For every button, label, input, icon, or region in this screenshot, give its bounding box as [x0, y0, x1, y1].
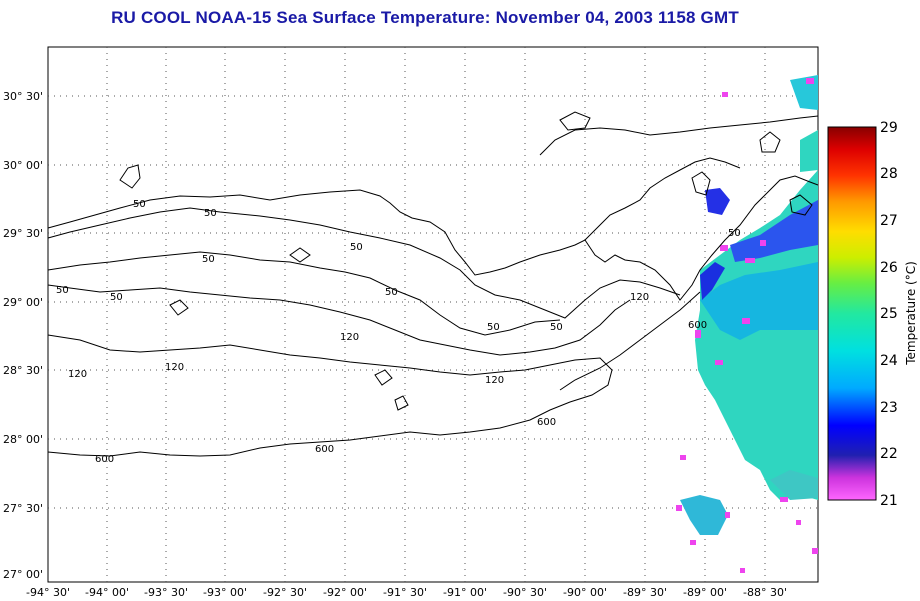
lon-label: -91° 00' — [443, 586, 487, 599]
isobath-label: 120 — [68, 369, 87, 380]
isobath-label: 600 — [95, 454, 114, 465]
isobath-label: 120 — [340, 332, 359, 343]
lon-label: -92° 00' — [323, 586, 367, 599]
isobath-label: 120 — [485, 375, 504, 386]
colorbar-tick: 24 — [880, 353, 898, 369]
map-title: RU COOL NOAA-15 Sea Surface Temperature:… — [111, 8, 739, 27]
latitude-labels: 30° 30' 30° 00' 29° 30' 29° 00' 28° 30' … — [3, 90, 43, 581]
isobath-label: 50 — [550, 322, 563, 333]
isobath-label: 50 — [133, 199, 146, 210]
sst-data-pixels — [676, 75, 818, 573]
colorbar-tick: 23 — [880, 400, 898, 416]
lat-label: 30° 00' — [3, 159, 43, 172]
lat-label: 28° 00' — [3, 433, 43, 446]
coastline — [47, 111, 819, 411]
isobath-label: 50 — [202, 254, 215, 265]
lat-label: 29° 30' — [3, 227, 43, 240]
lat-label: 27° 30' — [3, 502, 43, 515]
isobath-label: 120 — [630, 292, 649, 303]
colorbar — [827, 126, 877, 501]
lon-label: -93° 30' — [144, 586, 188, 599]
lon-label: -93° 00' — [203, 586, 247, 599]
isobath-label: 50 — [204, 208, 217, 219]
isobath-labels: 50 50 50 50 50 50 50 50 50 50 120 120 12… — [56, 199, 741, 465]
colorbar-tick: 29 — [880, 120, 898, 136]
isobath-label: 50 — [385, 287, 398, 298]
graticule — [48, 47, 818, 582]
isobath-label: 50 — [110, 292, 123, 303]
lon-label: -88° 30' — [743, 586, 787, 599]
isobaths — [47, 207, 701, 457]
isobath-label: 600 — [688, 320, 707, 331]
colorbar-tick: 27 — [880, 213, 898, 229]
colorbar-tick: 26 — [880, 260, 898, 276]
colorbar-tick: 22 — [880, 446, 898, 462]
isobath-label: 600 — [315, 444, 334, 455]
isobath-label: 600 — [537, 417, 556, 428]
lon-label: -94° 30' — [26, 586, 70, 599]
colorbar-tick: 25 — [880, 306, 898, 322]
lon-label: -89° 30' — [623, 586, 667, 599]
lat-label: 28° 30' — [3, 364, 43, 377]
isobath-label: 50 — [350, 242, 363, 253]
isobath-label: 50 — [728, 228, 741, 239]
lon-label: -90° 30' — [503, 586, 547, 599]
lat-label: 27° 00' — [3, 568, 43, 581]
isobath-label: 50 — [56, 285, 69, 296]
lat-label: 29° 00' — [3, 296, 43, 309]
lon-label: -90° 00' — [563, 586, 607, 599]
colorbar-tick: 21 — [880, 493, 898, 509]
lat-label: 30° 30' — [3, 90, 43, 103]
lon-label: -94° 00' — [85, 586, 129, 599]
longitude-labels: -94° 30' -94° 00' -93° 30' -93° 00' -92°… — [26, 586, 787, 599]
colorbar-label: Temperature (°C) — [904, 261, 918, 366]
colorbar-ticks: 29 28 27 26 25 24 23 22 21 — [880, 120, 898, 509]
lon-label: -91° 30' — [383, 586, 427, 599]
lon-label: -89° 00' — [683, 586, 727, 599]
isobath-label: 120 — [165, 362, 184, 373]
lon-label: -92° 30' — [263, 586, 307, 599]
isobath-label: 50 — [487, 322, 500, 333]
colorbar-tick: 28 — [880, 166, 898, 182]
